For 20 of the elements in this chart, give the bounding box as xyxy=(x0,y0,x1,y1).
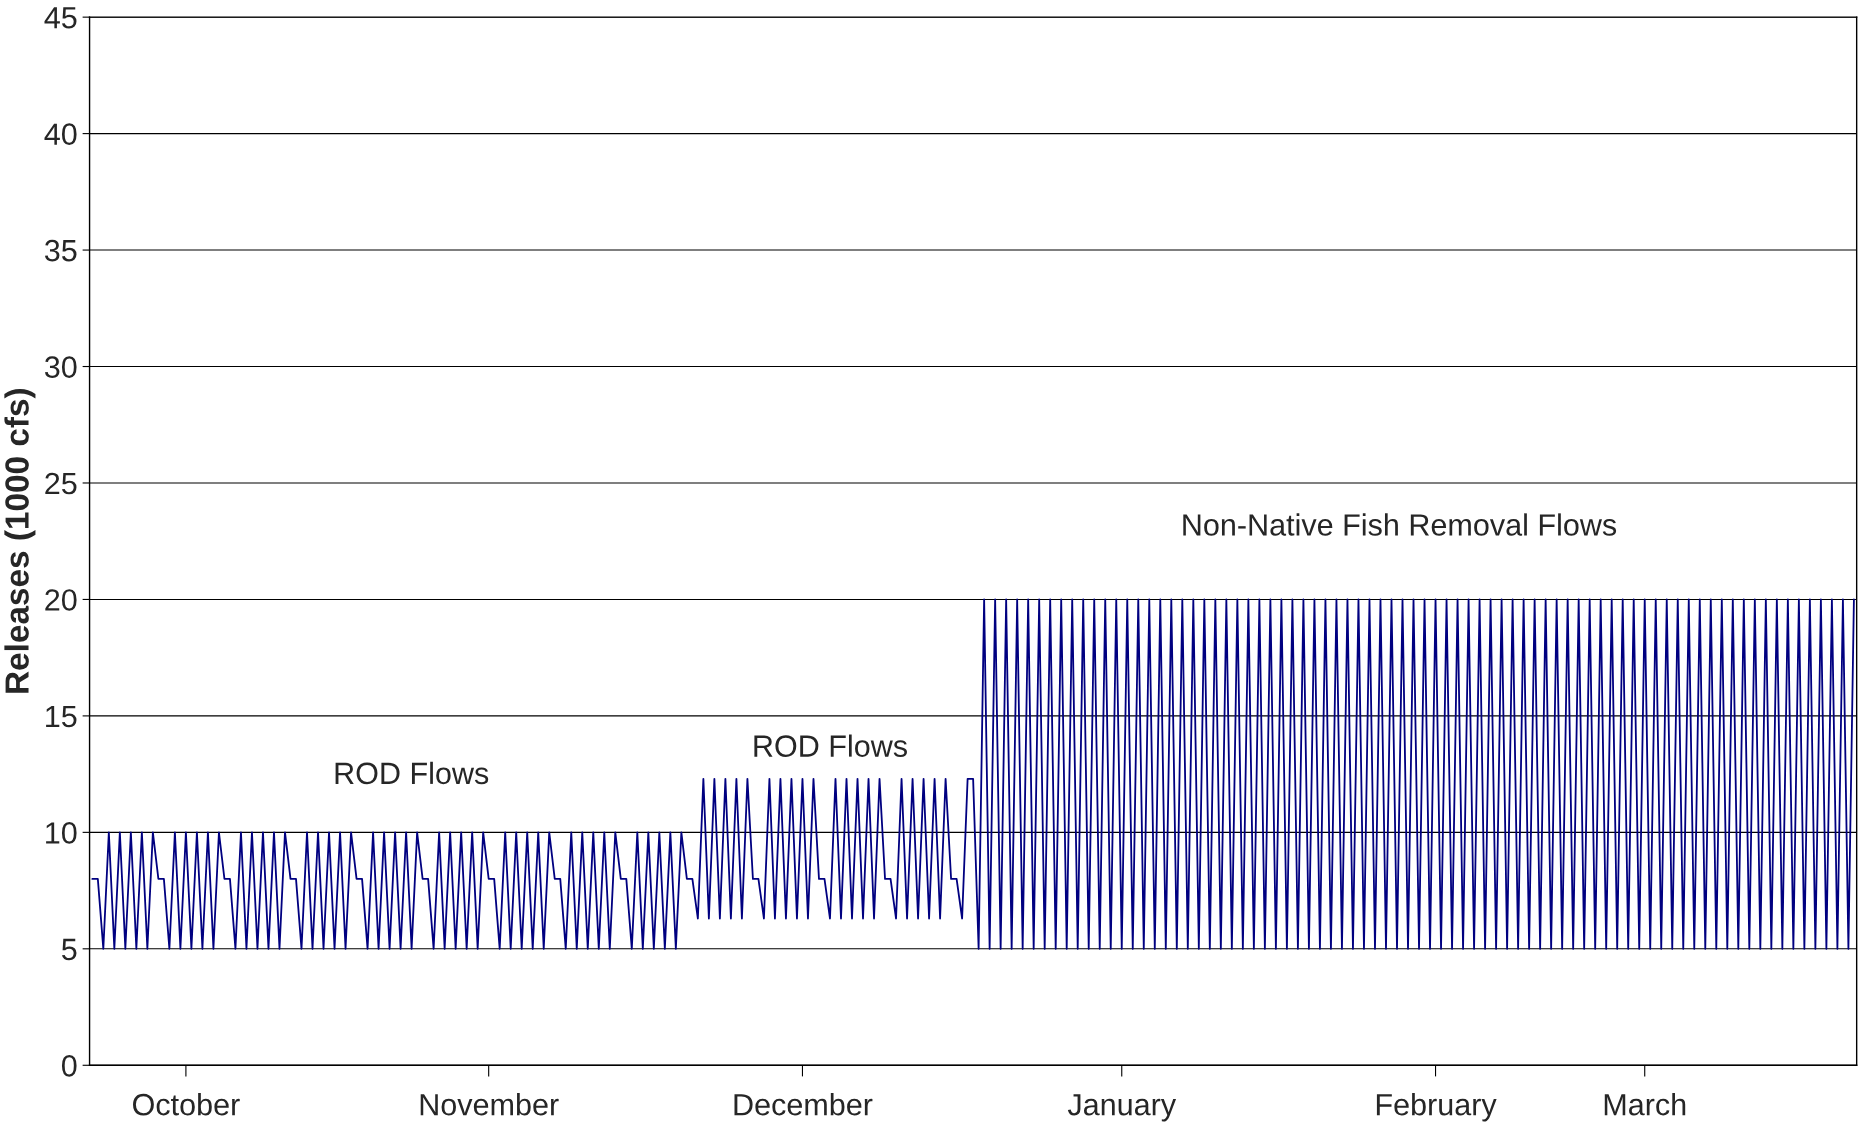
y-axis-title: Releases (1000 cfs) xyxy=(4,389,36,693)
x-tick-label: February xyxy=(1376,1093,1497,1122)
x-tick-label: November xyxy=(420,1093,559,1116)
x-tick-label: October xyxy=(133,1093,240,1116)
annotation: ROD Flows xyxy=(335,761,489,785)
y-tick-label: 25 xyxy=(45,472,77,495)
x-tick-label: January xyxy=(1067,1094,1177,1122)
y-tick-label: 30 xyxy=(44,356,77,378)
y-tick-label: 0 xyxy=(61,1055,77,1077)
y-tick-label: 35 xyxy=(44,239,77,262)
y-tick-label: 45 xyxy=(44,7,77,29)
y-tick-label: 15 xyxy=(46,705,77,728)
annotation: Non-Native Fish Removal Flows xyxy=(1183,513,1617,536)
annotation: ROD Flows xyxy=(754,734,907,757)
y-tick-label: 20 xyxy=(45,589,77,611)
x-tick-label: December xyxy=(734,1093,873,1116)
y-tick-label: 5 xyxy=(61,938,77,961)
y-tick-label: 40 xyxy=(44,123,77,145)
x-tick-label: March xyxy=(1604,1093,1686,1116)
y-tick-label: 10 xyxy=(46,822,77,844)
